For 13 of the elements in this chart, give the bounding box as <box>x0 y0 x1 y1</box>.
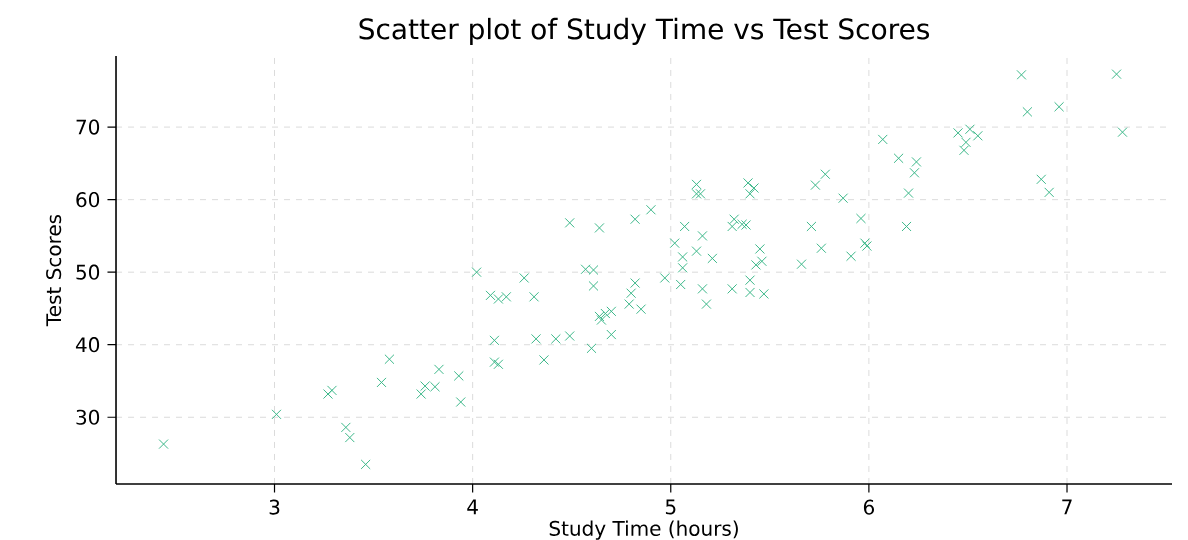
y-tick-label: 30 <box>76 409 100 425</box>
chart-title: Scatter plot of Study Time vs Test Scores <box>359 17 930 45</box>
y-axis-title: Test Scores <box>46 214 62 327</box>
x-tick-label: 4 <box>467 499 478 515</box>
x-tick-label: 7 <box>1062 499 1072 515</box>
x-axis-title: Study Time (hours) <box>549 520 738 540</box>
y-tick-label: 70 <box>76 119 100 135</box>
y-tick-label: 60 <box>76 192 100 208</box>
y-tick-label: 50 <box>76 264 100 280</box>
x-tick-label: 5 <box>665 499 676 515</box>
x-tick-label: 3 <box>269 499 280 515</box>
y-tick-label: 40 <box>75 337 100 353</box>
x-tick-label: 6 <box>863 499 874 515</box>
